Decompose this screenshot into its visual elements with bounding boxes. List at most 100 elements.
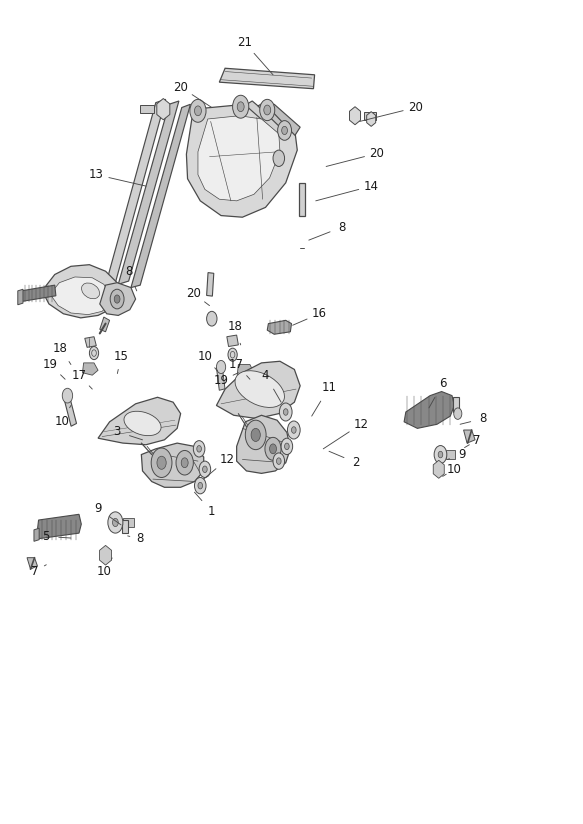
Polygon shape (206, 273, 214, 296)
Polygon shape (122, 520, 128, 533)
Polygon shape (141, 443, 203, 487)
Polygon shape (37, 514, 81, 539)
Circle shape (194, 441, 205, 457)
Ellipse shape (124, 411, 161, 436)
Text: 10: 10 (447, 463, 462, 475)
Polygon shape (216, 367, 225, 391)
Text: 18: 18 (227, 321, 243, 334)
Text: 18: 18 (53, 342, 68, 354)
Circle shape (251, 428, 261, 442)
Text: 1: 1 (208, 505, 216, 518)
Circle shape (176, 451, 194, 475)
Circle shape (114, 295, 120, 303)
Circle shape (279, 403, 292, 421)
Text: 17: 17 (72, 368, 86, 382)
Circle shape (181, 458, 188, 468)
Circle shape (269, 444, 276, 454)
Polygon shape (85, 337, 96, 348)
Circle shape (113, 518, 118, 527)
Circle shape (276, 458, 281, 465)
Circle shape (368, 115, 374, 123)
Circle shape (160, 104, 167, 115)
Circle shape (190, 100, 206, 122)
Circle shape (264, 105, 271, 115)
Text: 20: 20 (173, 81, 188, 94)
Text: 20: 20 (370, 147, 384, 160)
Text: 2: 2 (353, 456, 360, 469)
Text: 19: 19 (43, 358, 58, 371)
Polygon shape (267, 321, 292, 335)
Circle shape (151, 448, 172, 477)
Text: 5: 5 (43, 530, 50, 543)
Polygon shape (82, 363, 98, 375)
Polygon shape (42, 265, 118, 318)
Polygon shape (453, 397, 459, 412)
Text: 20: 20 (186, 287, 201, 300)
Circle shape (273, 150, 285, 166)
Polygon shape (187, 105, 297, 218)
Circle shape (197, 446, 201, 452)
Polygon shape (64, 394, 76, 426)
Polygon shape (98, 397, 181, 445)
Circle shape (228, 349, 237, 361)
Polygon shape (299, 183, 305, 216)
Text: 13: 13 (89, 168, 104, 181)
Text: 10: 10 (54, 415, 69, 428)
Polygon shape (27, 558, 37, 569)
Text: 16: 16 (312, 307, 326, 321)
Circle shape (285, 443, 289, 450)
Polygon shape (21, 285, 56, 302)
Circle shape (110, 289, 124, 309)
Circle shape (216, 360, 226, 373)
Circle shape (195, 106, 201, 115)
Polygon shape (123, 518, 135, 527)
Circle shape (108, 512, 123, 533)
Text: 17: 17 (229, 358, 244, 371)
Text: 7: 7 (473, 434, 480, 447)
Circle shape (282, 126, 287, 134)
Text: 12: 12 (219, 453, 234, 466)
Text: 8: 8 (125, 265, 132, 278)
Polygon shape (404, 391, 454, 428)
Polygon shape (219, 68, 315, 89)
Polygon shape (245, 101, 281, 133)
Polygon shape (50, 277, 110, 315)
Ellipse shape (82, 283, 100, 299)
Text: 9: 9 (94, 502, 102, 515)
Circle shape (202, 466, 207, 473)
Polygon shape (198, 115, 280, 201)
Text: 4: 4 (262, 368, 269, 382)
Circle shape (265, 438, 281, 461)
Text: 6: 6 (439, 377, 447, 390)
Circle shape (278, 120, 292, 140)
Circle shape (287, 421, 300, 439)
Polygon shape (463, 430, 475, 443)
Circle shape (89, 347, 99, 359)
Circle shape (199, 461, 210, 477)
Text: 8: 8 (480, 412, 487, 425)
Text: 20: 20 (408, 101, 423, 114)
Text: 11: 11 (322, 381, 336, 394)
Polygon shape (100, 317, 110, 332)
Polygon shape (140, 105, 154, 113)
Circle shape (245, 420, 266, 450)
Circle shape (438, 452, 443, 458)
Text: 9: 9 (458, 448, 466, 461)
Polygon shape (446, 451, 455, 459)
Text: 3: 3 (114, 425, 121, 438)
Circle shape (195, 477, 206, 494)
Text: 7: 7 (31, 565, 38, 578)
Polygon shape (216, 361, 300, 419)
Polygon shape (258, 103, 292, 133)
Circle shape (157, 456, 166, 470)
Polygon shape (34, 528, 39, 541)
Polygon shape (350, 107, 360, 124)
Polygon shape (18, 289, 23, 305)
Text: 10: 10 (198, 350, 212, 363)
Text: 8: 8 (136, 532, 144, 545)
Circle shape (233, 96, 249, 118)
Circle shape (273, 453, 285, 470)
Polygon shape (157, 99, 170, 119)
Circle shape (292, 427, 296, 433)
Text: 10: 10 (96, 565, 111, 578)
